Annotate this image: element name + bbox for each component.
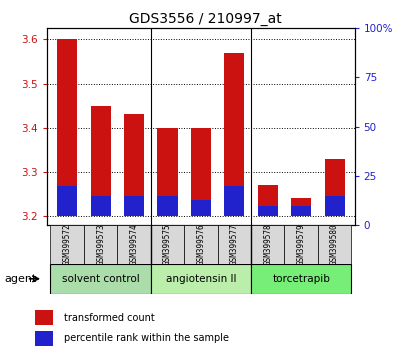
Text: angiotensin II: angiotensin II [165,274,236,284]
Bar [35,310,53,325]
Bar [184,225,217,264]
Bar [224,187,244,216]
Bar [157,196,177,216]
Text: solvent control: solvent control [62,274,139,284]
Bar [84,225,117,264]
Bar [90,196,110,216]
Text: GSM399576: GSM399576 [196,223,205,265]
Bar [191,128,210,216]
Text: GSM399572: GSM399572 [63,223,72,265]
Bar [117,225,151,264]
Text: GSM399579: GSM399579 [296,223,305,265]
Bar [151,264,250,294]
Bar [50,225,84,264]
Text: GDS3556 / 210997_at: GDS3556 / 210997_at [128,12,281,27]
Bar [57,39,77,216]
Bar [324,159,344,216]
Bar [250,225,284,264]
Bar [257,185,277,216]
Bar [124,196,144,216]
Text: GSM399578: GSM399578 [263,223,272,265]
Text: percentile rank within the sample: percentile rank within the sample [64,333,229,343]
Bar [124,114,144,216]
Text: torcetrapib: torcetrapib [272,274,329,284]
Text: GSM399574: GSM399574 [129,223,138,265]
Text: transformed count: transformed count [64,313,155,323]
Bar [191,200,210,216]
Bar [50,264,151,294]
Bar [224,53,244,216]
Bar [57,187,77,216]
Bar [324,196,344,216]
Bar [284,225,317,264]
Bar [217,225,250,264]
Text: GSM399575: GSM399575 [163,223,171,265]
Bar [257,206,277,216]
Bar [151,225,184,264]
Text: GSM399580: GSM399580 [329,223,338,265]
Bar [250,264,351,294]
Bar [90,105,110,216]
Text: GSM399577: GSM399577 [229,223,238,265]
Bar [157,128,177,216]
Bar [35,331,53,346]
Bar [317,225,351,264]
Text: agent: agent [4,274,36,284]
Text: GSM399573: GSM399573 [96,223,105,265]
Bar [290,198,310,216]
Bar [290,206,310,216]
